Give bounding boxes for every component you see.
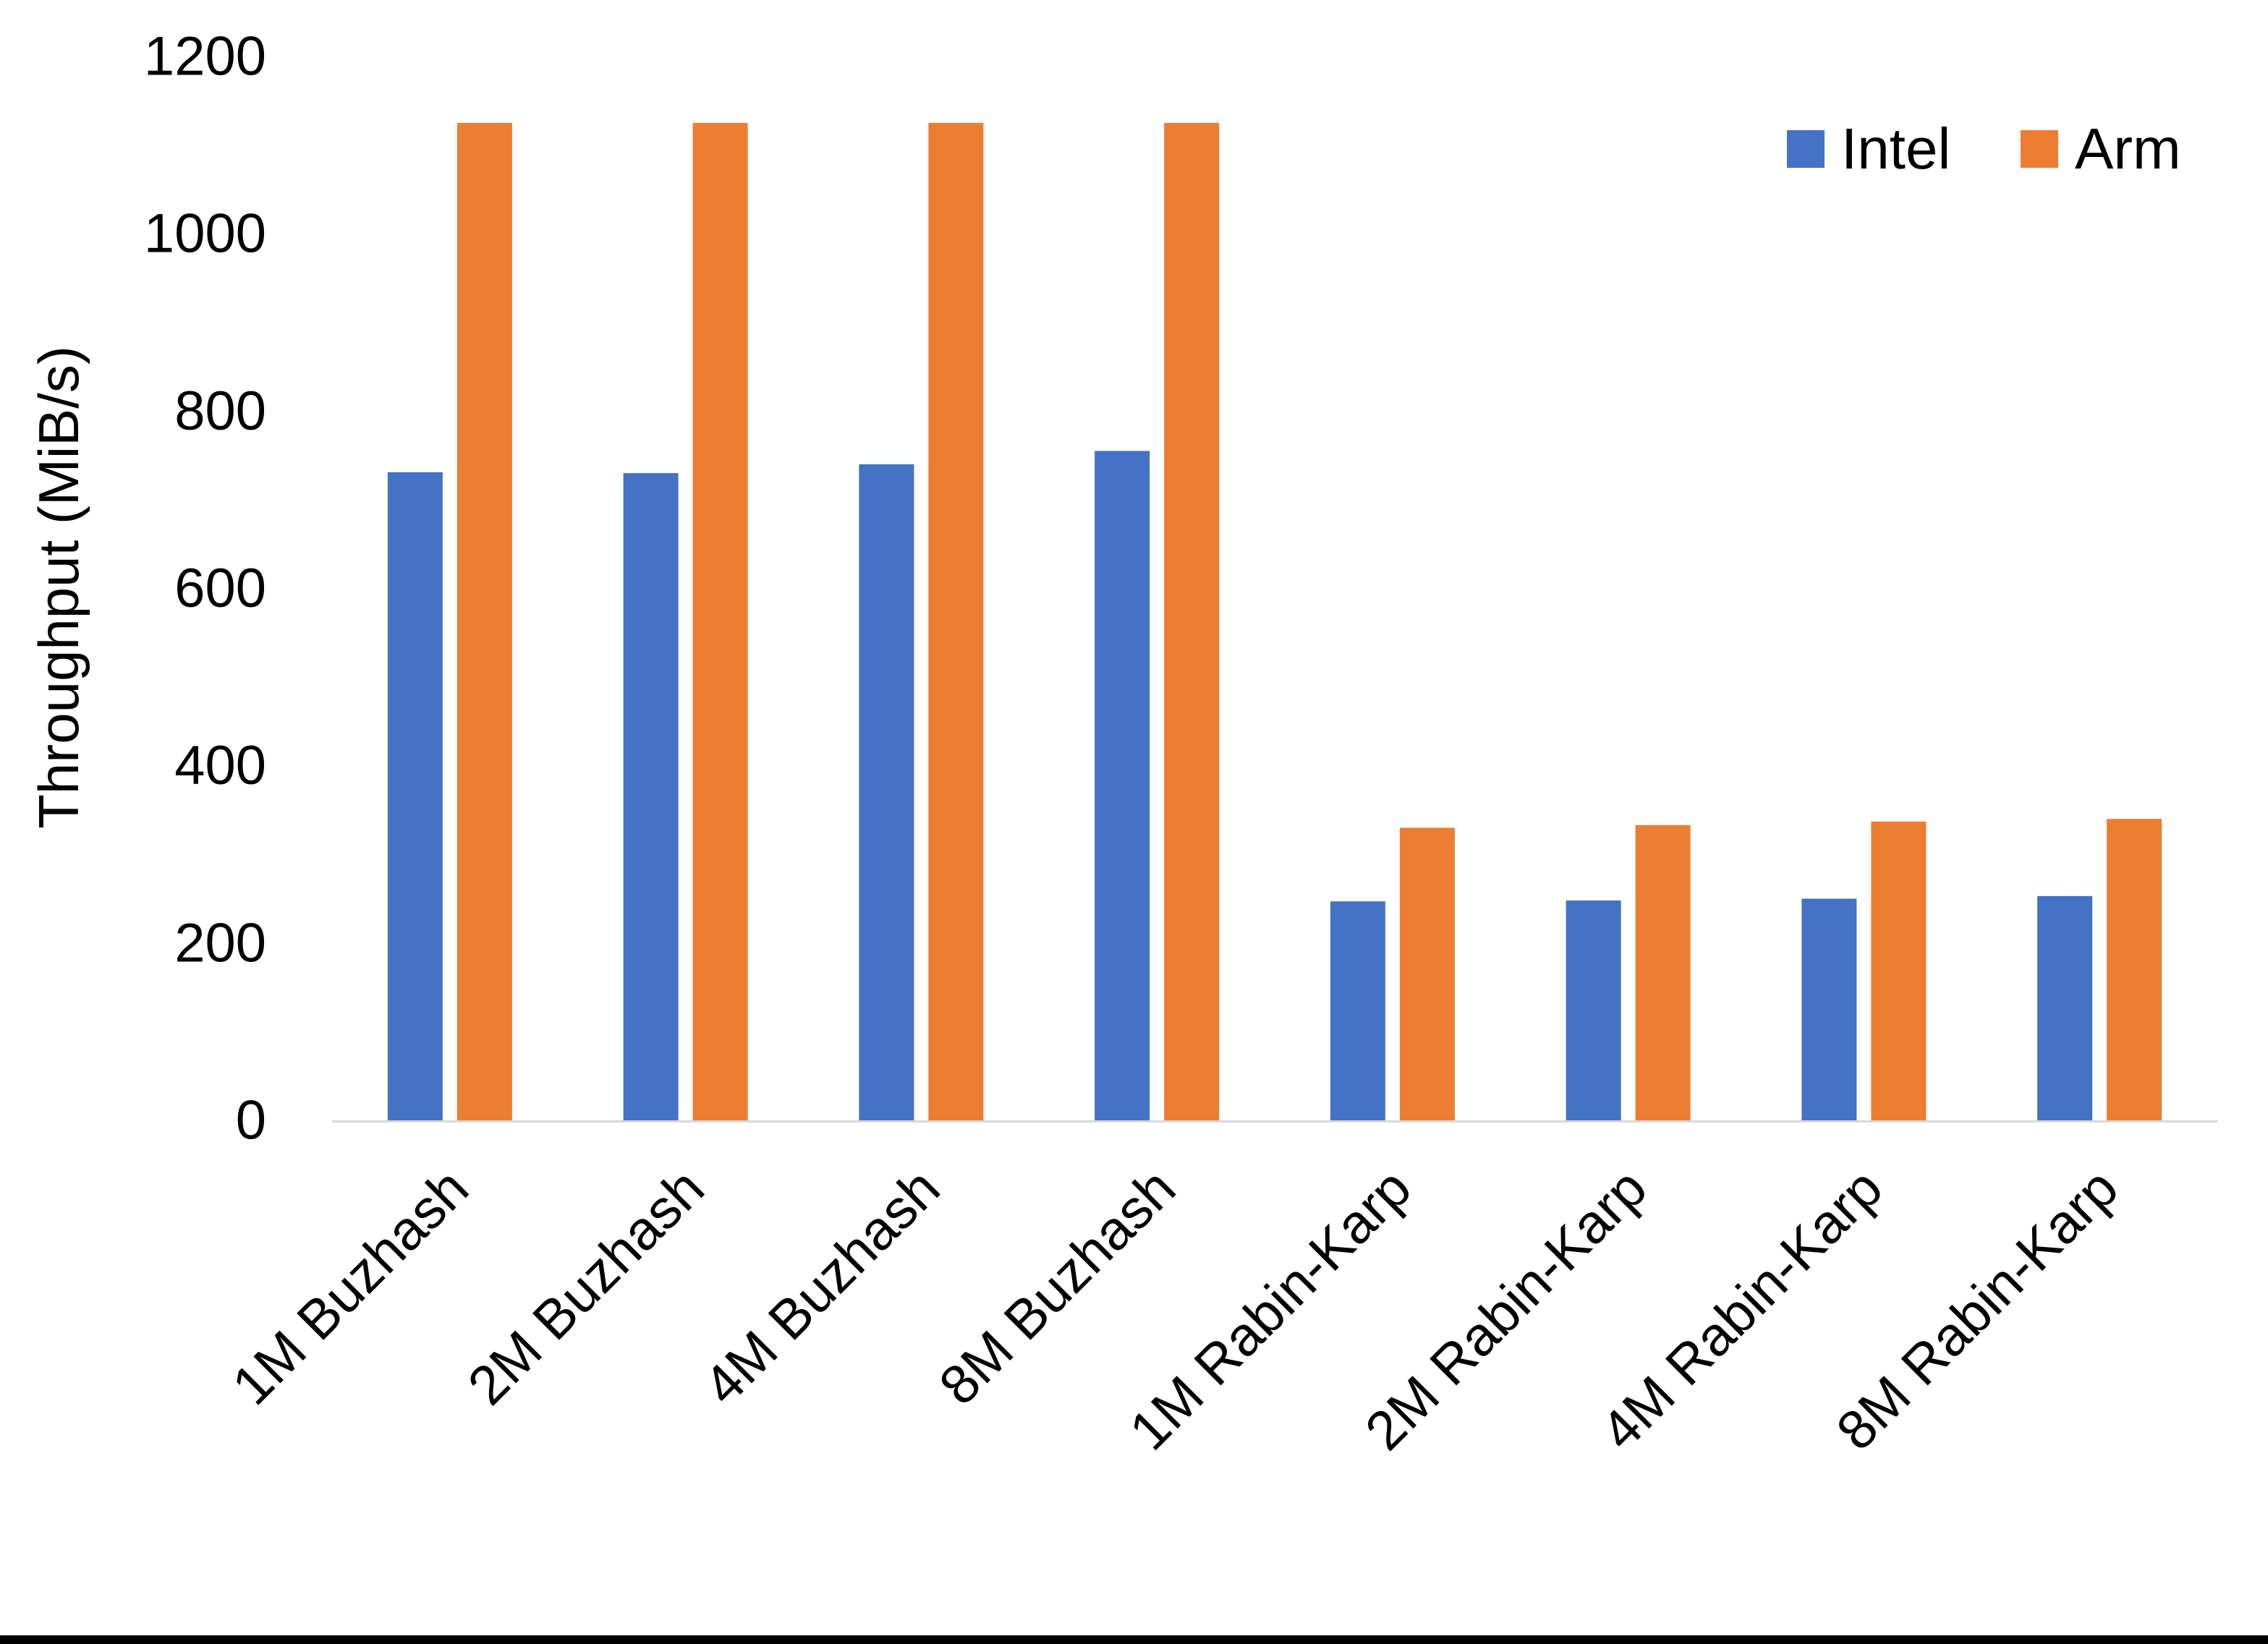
legend-label-arm: Arm	[2075, 116, 2181, 181]
bar-intel-2m-rabin-karp	[1566, 900, 1621, 1120]
bar-intel-8m-buzhash	[1095, 451, 1150, 1120]
bar-intel-2m-buzhash	[623, 473, 679, 1120]
legend-swatch-arm	[2021, 130, 2058, 168]
bar-arm-4m-buzhash	[928, 122, 984, 1120]
y-tick-label-1200: 1200	[144, 26, 266, 88]
chart-legend: Intel Arm	[1787, 116, 2181, 181]
y-tick-label-200: 200	[174, 912, 266, 974]
bar-intel-1m-rabin-karp	[1330, 901, 1385, 1120]
legend-label-intel: Intel	[1841, 116, 1950, 181]
y-tick-label-0: 0	[236, 1090, 266, 1151]
bar-intel-4m-rabin-karp	[1801, 898, 1857, 1120]
bar-arm-8m-buzhash	[1164, 122, 1220, 1120]
bar-arm-2m-buzhash	[692, 122, 748, 1120]
bar-intel-4m-buzhash	[859, 464, 914, 1120]
y-tick-label-800: 800	[174, 380, 266, 442]
bar-arm-1m-buzhash	[456, 122, 512, 1120]
bar-arm-4m-rabin-karp	[1871, 821, 1927, 1120]
y-axis-title: Throughput (MiB/s)	[27, 346, 90, 829]
bar-series-group	[387, 122, 2162, 1120]
y-tick-label-400: 400	[174, 735, 266, 796]
bar-arm-2m-rabin-karp	[1635, 825, 1691, 1120]
legend-swatch-intel	[1787, 130, 1825, 168]
y-tick-label-1000: 1000	[144, 203, 266, 265]
bar-intel-1m-buzhash	[387, 472, 443, 1120]
y-tick-label-600: 600	[174, 558, 266, 619]
bar-arm-8m-rabin-karp	[2107, 819, 2162, 1120]
bar-intel-8m-rabin-karp	[2037, 895, 2093, 1120]
window-bottom-edge	[0, 1635, 2268, 1644]
y-axis-tick-labels: 0 200 400 600 800 1000 1200	[144, 26, 266, 1151]
bar-arm-1m-rabin-karp	[1399, 827, 1455, 1120]
